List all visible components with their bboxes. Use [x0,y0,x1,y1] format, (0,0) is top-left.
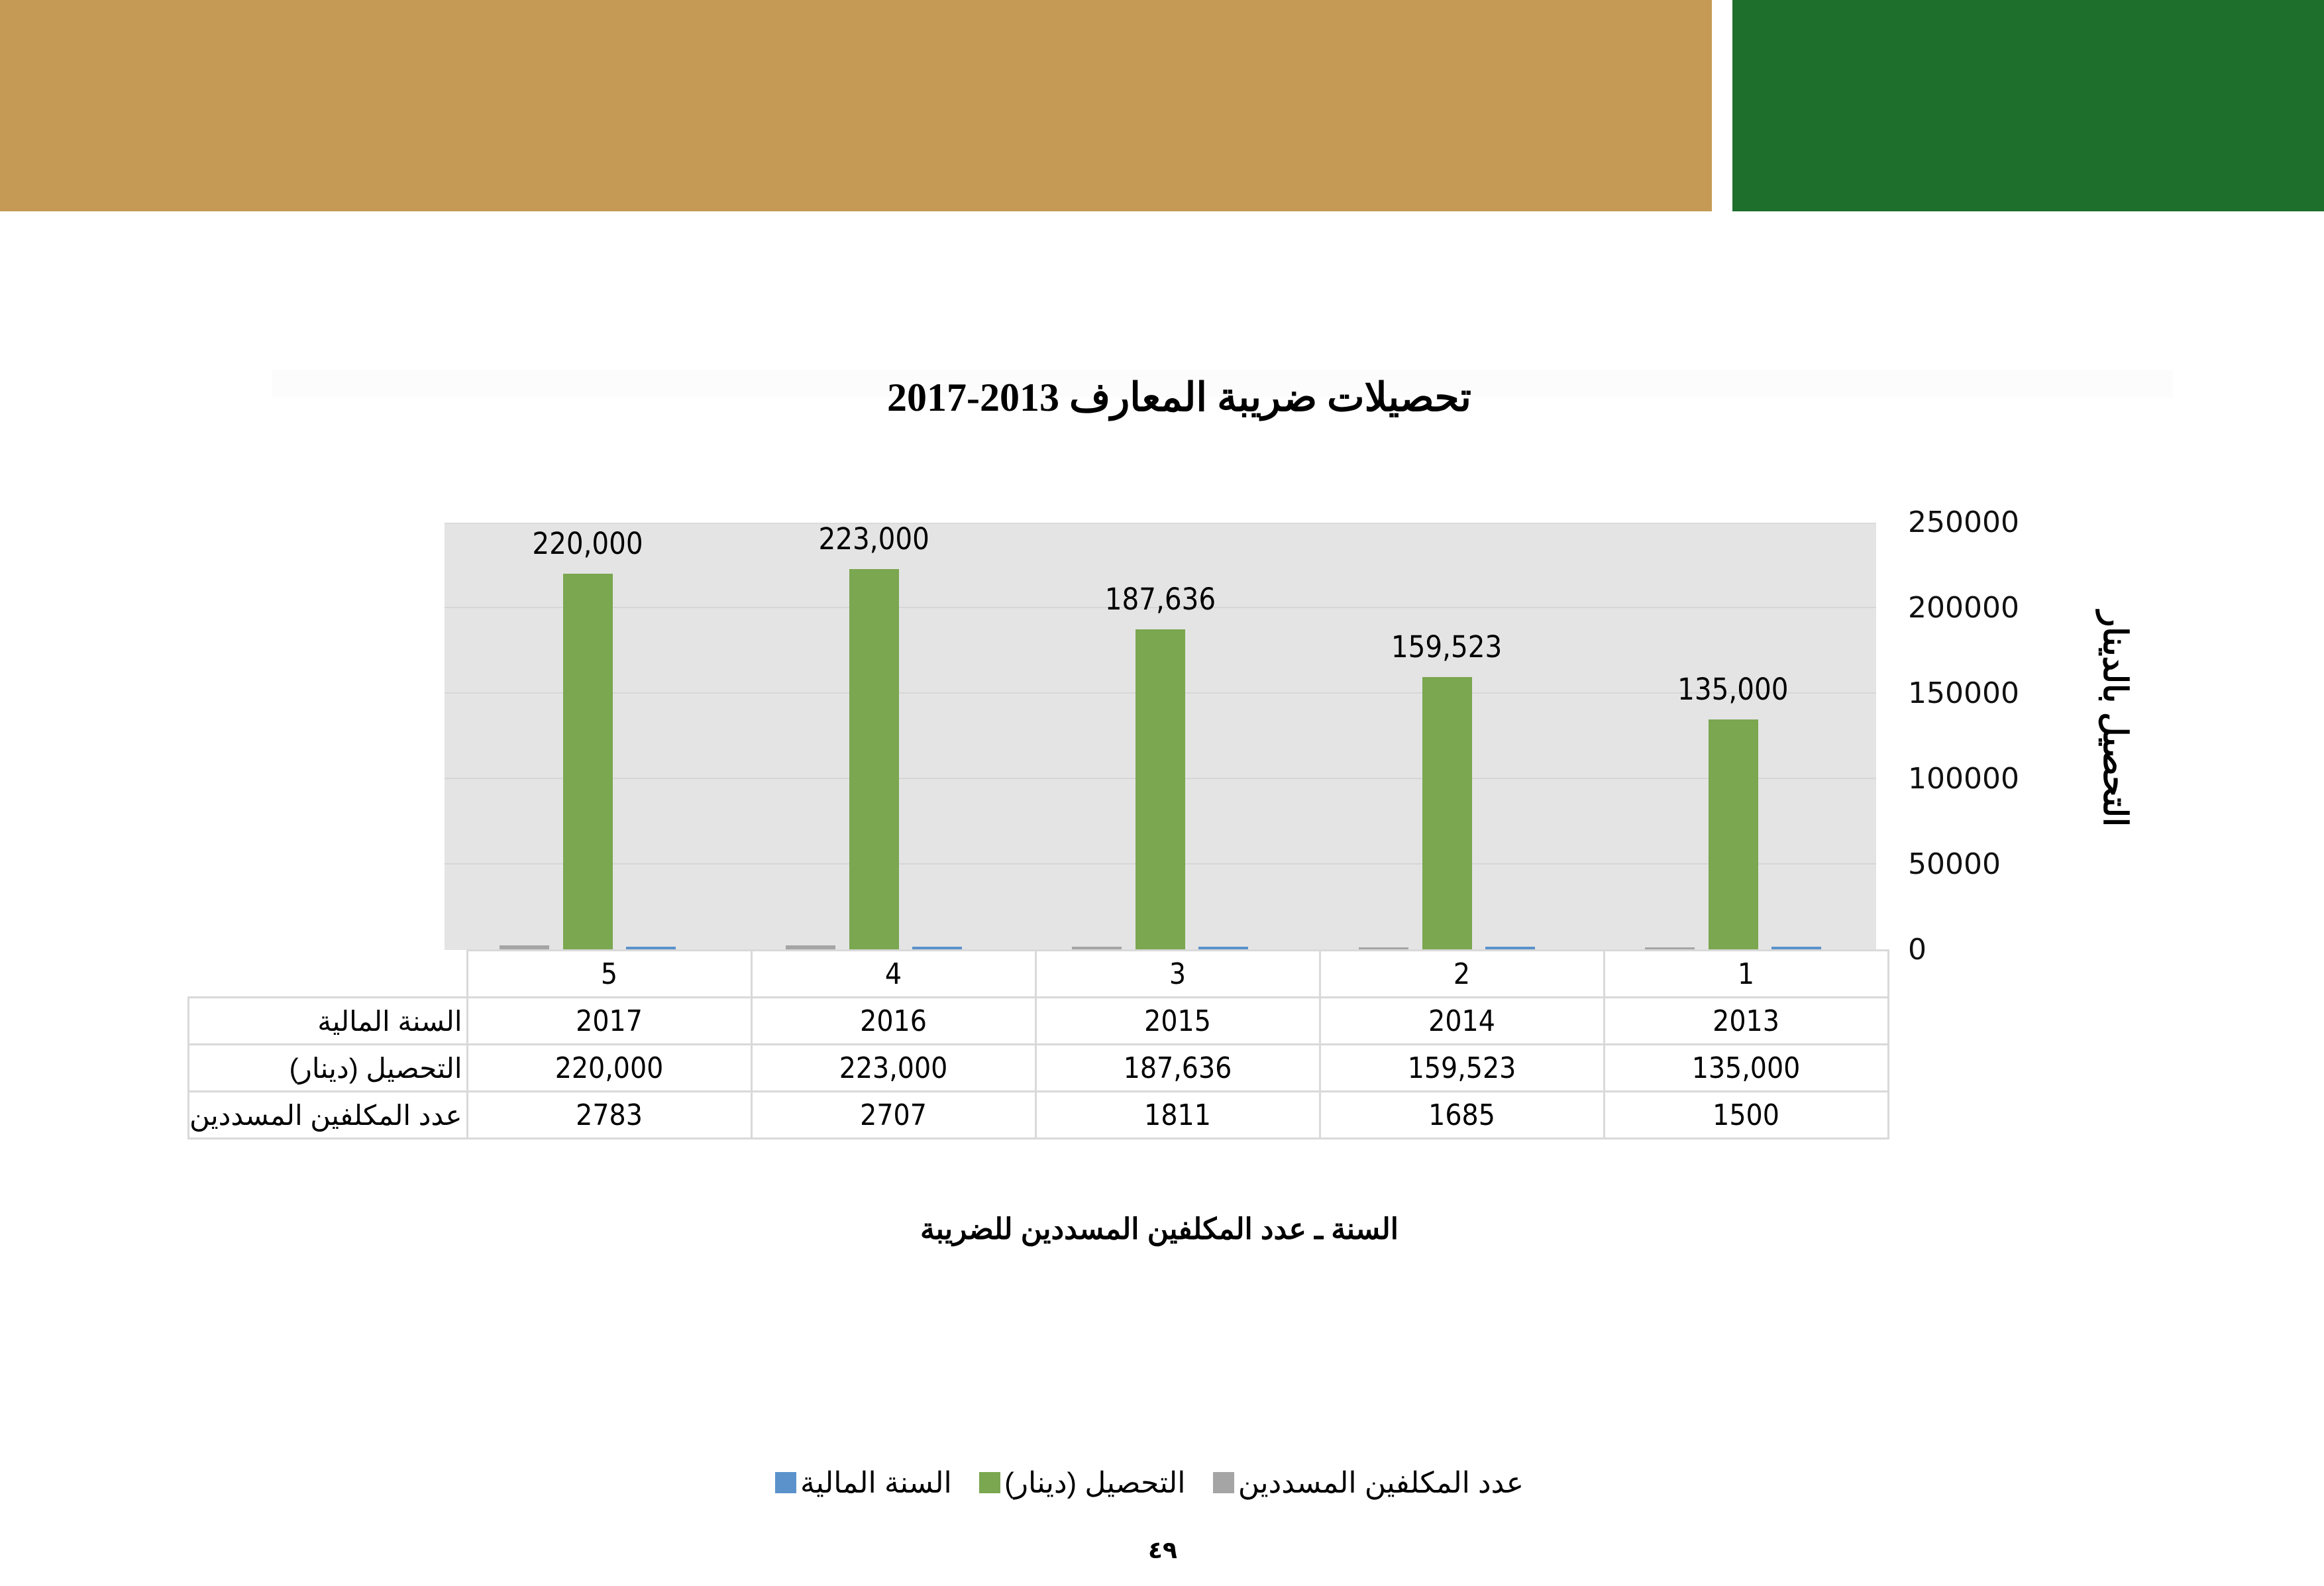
row-label: عدد المكلفين المسددين [187,1090,468,1139]
page-number: ٤٩ [1148,1537,1177,1564]
table-cell: 223,000 [750,1043,1037,1092]
y-tick-label: 100000 [1908,762,2019,796]
bar-series-0 [1644,947,1695,950]
bar-series-1 [1422,677,1472,950]
legend: عدد المكلفين المسددين التحصيل (دينار) ال… [775,1463,1524,1503]
x-axis-label: السنة ـ عدد المكلفين المسددين للضريبة [920,1213,1399,1245]
y-tick-label: 250000 [1908,505,2019,539]
table-cell: 187,636 [1034,1043,1321,1092]
legend-item-collection: التحصيل (دينار) [979,1466,1186,1500]
legend-item-taxpayers: عدد المكلفين المسددين [1212,1466,1524,1500]
table-cell: 2783 [466,1090,753,1139]
legend-label: السنة المالية [800,1466,952,1499]
bar-series-1 [563,574,613,950]
bar-series-0 [500,945,549,950]
row-label: التحصيل (دينار) [187,1043,468,1092]
bar-series-2 [1198,946,1249,950]
y-tick-label: 0 [1908,933,1927,967]
data-label: 159,523 [1391,629,1503,665]
table-row-collection: التحصيل (دينار) 220,000 223,000 187,636 … [187,1043,1889,1092]
chart-title: تحصيلات ضريبة المعارف 2013-2017 [887,376,1471,419]
data-label: 187,636 [1104,581,1216,617]
bar-series-2 [626,946,676,950]
legend-swatch-blue [775,1472,796,1493]
table-header-cell: 2 [1318,949,1605,998]
data-label: 135,000 [1677,671,1789,707]
table-header-cell: 1 [1603,949,1889,998]
y-tick-label: 150000 [1908,676,2019,710]
table-cell: 2013 [1603,996,1889,1045]
bar-series-0 [1072,947,1122,950]
data-label: 223,000 [818,521,929,556]
table-cell: 159,523 [1318,1043,1605,1092]
table-cell: 2016 [750,996,1037,1045]
title-band [272,370,2173,397]
table-cell: 2017 [466,996,753,1045]
table-cell: 220,000 [466,1043,753,1092]
data-label: 220,000 [532,526,643,562]
plot-area: 220,000 223,000 187,636 159,523 135,000 [445,521,1876,950]
header-band-gold [0,0,1712,211]
bar-series-2 [1485,946,1535,950]
legend-swatch-gray [1212,1472,1234,1493]
bar-series-1 [1136,629,1186,950]
table-cell: 1685 [1318,1090,1605,1139]
bar-series-0 [786,945,836,950]
table-cell: 2014 [1318,996,1605,1045]
table-header-cell: 4 [750,949,1037,998]
gridline [445,607,1876,608]
bar-series-2 [912,946,963,950]
row-label: السنة المالية [187,996,468,1045]
table-cell: 2707 [750,1090,1037,1139]
bar-series-0 [1358,947,1408,950]
data-table: 5 4 3 2 1 السنة المالية 2017 2016 2015 2… [187,949,1889,1139]
y-tick-label: 50000 [1908,847,2001,881]
table-cell: 135,000 [1603,1043,1889,1092]
table-header-row: 5 4 3 2 1 [188,949,1889,998]
table-row-fiscal-year: السنة المالية 2017 2016 2015 2014 2013 [187,996,1889,1045]
y-axis-label: التحصيل بالدينار [2097,611,2134,827]
legend-item-fiscal-year: السنة المالية [775,1466,952,1500]
header-band-green [1732,0,2324,211]
table-cell: 1811 [1034,1090,1321,1139]
legend-swatch-green [979,1472,1001,1493]
y-tick-label: 200000 [1908,591,2019,625]
bar-series-1 [849,568,900,950]
table-corner [188,950,468,998]
table-row-taxpayers: عدد المكلفين المسددين 2783 2707 1811 168… [187,1090,1889,1139]
bar-series-2 [1771,946,1821,950]
table-header-cell: 5 [466,949,753,998]
table-cell: 2015 [1034,996,1321,1045]
table-cell: 1500 [1603,1090,1889,1139]
bar-series-1 [1708,719,1758,950]
legend-label: عدد المكلفين المسددين [1238,1466,1524,1499]
table-header-cell: 3 [1034,949,1321,998]
legend-label: التحصيل (دينار) [1004,1466,1186,1499]
